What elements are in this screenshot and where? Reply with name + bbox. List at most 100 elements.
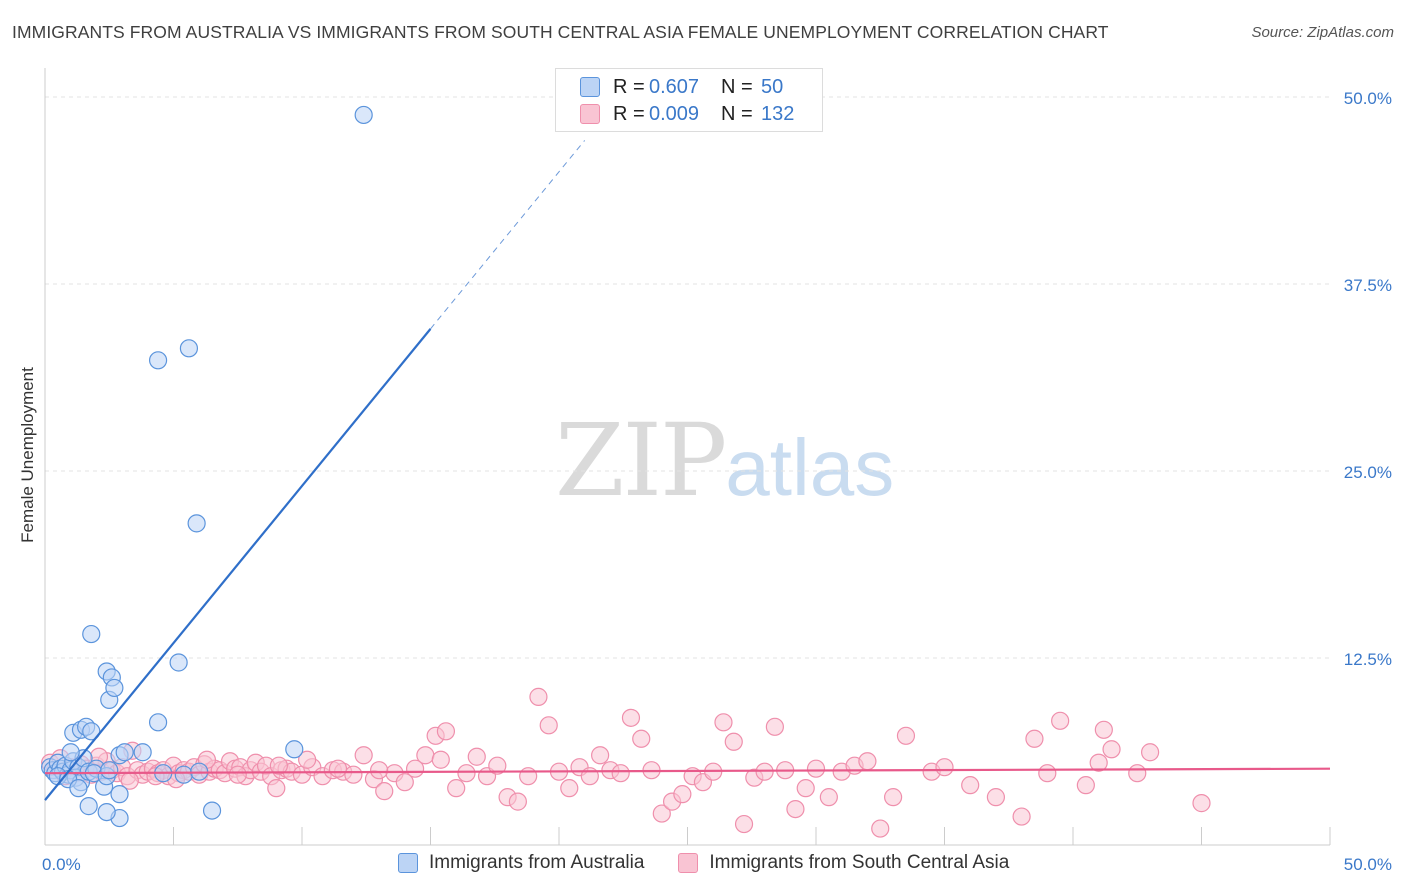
australia-point [79, 797, 98, 816]
sca-point [819, 788, 838, 807]
sca-point [871, 819, 890, 838]
australia-point [110, 785, 129, 804]
legend-r-label: R = [613, 102, 645, 125]
y-axis-title: Female Unemployment [18, 367, 37, 543]
sca-point [858, 752, 877, 771]
sca-point [1051, 711, 1070, 730]
series-swatch-australia [398, 853, 418, 873]
legend-swatch-sca [580, 104, 600, 124]
australia-point [179, 339, 199, 358]
legend-n-value-sca: 132 [761, 102, 795, 125]
sca-point [1089, 753, 1108, 772]
sca-point [1025, 729, 1044, 748]
sca-point [416, 746, 435, 765]
sca-point [724, 732, 743, 751]
sca-point [1140, 743, 1160, 762]
series-legend: Immigrants from Australia Immigrants fro… [398, 852, 1043, 874]
sca-point [447, 779, 466, 798]
sca-point [375, 782, 394, 801]
sca-point [228, 765, 247, 784]
sca-point [519, 767, 538, 786]
legend-r-value-sca: 0.009 [649, 102, 700, 125]
australia-point [105, 678, 124, 698]
australia-point [69, 779, 88, 798]
sca-point [611, 764, 630, 783]
sca-point [436, 722, 456, 741]
sca-point [467, 747, 486, 766]
series-legend-sca[interactable]: Immigrants from South Central Asia [678, 852, 1009, 874]
sca-point [673, 785, 692, 804]
sca-point [591, 746, 610, 765]
australia-point [148, 351, 168, 370]
sca-point [786, 799, 805, 819]
sca-point [457, 764, 476, 783]
series-legend-australia[interactable]: Immigrants from Australia [398, 852, 644, 874]
sca-point [714, 713, 733, 732]
chart-title: IMMIGRANTS FROM AUSTRALIA VS IMMIGRANTS … [12, 22, 1109, 42]
sca-point [395, 773, 414, 792]
sca-point [1128, 764, 1147, 783]
sca-point [961, 776, 980, 795]
legend-n-label: N = [721, 102, 753, 125]
sca-point [883, 788, 903, 807]
australia-point [285, 740, 304, 759]
x-tick-label: 0.0% [42, 855, 81, 874]
sca-point [734, 814, 754, 834]
sca-point [1038, 764, 1057, 783]
sca-point [1094, 720, 1113, 739]
legend-box: R = 0.607 N = 50 R = 0.009 N = 132 [555, 68, 823, 132]
sca-point [560, 779, 579, 798]
series-label-sca: Immigrants from South Central Asia [709, 852, 1010, 873]
australia-point [100, 761, 119, 780]
sca-trend-line [44, 767, 1331, 775]
legend-n-value-australia: 50 [761, 75, 784, 98]
watermark-zip: ZIP [555, 402, 727, 519]
watermark: ZIPatlas [555, 402, 894, 519]
sca-point [896, 726, 916, 745]
sca-point [935, 758, 954, 777]
sca-point [1012, 807, 1031, 826]
legend-r-label: R = [613, 75, 645, 98]
y-tick-label: 12.5% [1344, 650, 1392, 669]
sca-point [652, 804, 671, 823]
sca-point [986, 788, 1006, 807]
sca-point [508, 792, 527, 811]
australia-point [169, 653, 188, 672]
legend-row-australia: R = 0.607 N = 50 [580, 75, 783, 99]
sca-point [267, 779, 286, 798]
australia-point [174, 765, 193, 784]
sca-point [806, 759, 826, 778]
australia-point [97, 802, 116, 822]
y-tick-label: 37.5% [1344, 276, 1392, 295]
legend-swatch-australia [580, 77, 600, 97]
legend-n-label: N = [721, 75, 753, 98]
sca-point [539, 716, 558, 735]
y-tick-label: 25.0% [1344, 463, 1392, 482]
sca-point [1192, 794, 1211, 813]
series-label-australia: Immigrants from Australia [429, 852, 645, 873]
sca-point [354, 746, 373, 765]
sca-point [269, 756, 288, 775]
series-swatch-sca [678, 853, 699, 873]
sca-point [1076, 776, 1095, 795]
sca-point [796, 779, 815, 798]
sca-point [765, 717, 784, 736]
y-tick-label: 50.0% [1344, 89, 1392, 108]
australia-point [202, 801, 222, 820]
australia-point [354, 105, 373, 125]
sca-point [632, 729, 651, 748]
legend-r-value-australia: 0.607 [649, 75, 700, 98]
australia-trend-line [44, 328, 432, 801]
source-label: Source: ZipAtlas.com [1251, 24, 1394, 41]
sca-point [621, 708, 641, 727]
australia-point [133, 743, 152, 762]
australia-point [115, 743, 134, 762]
australia-trend-extension [430, 140, 586, 330]
sca-point [344, 765, 363, 784]
australia-point [82, 624, 101, 644]
australia-point [61, 743, 80, 762]
australia-point [148, 713, 168, 732]
legend-row-sca: R = 0.009 N = 132 [580, 102, 794, 126]
australia-point [187, 514, 206, 533]
